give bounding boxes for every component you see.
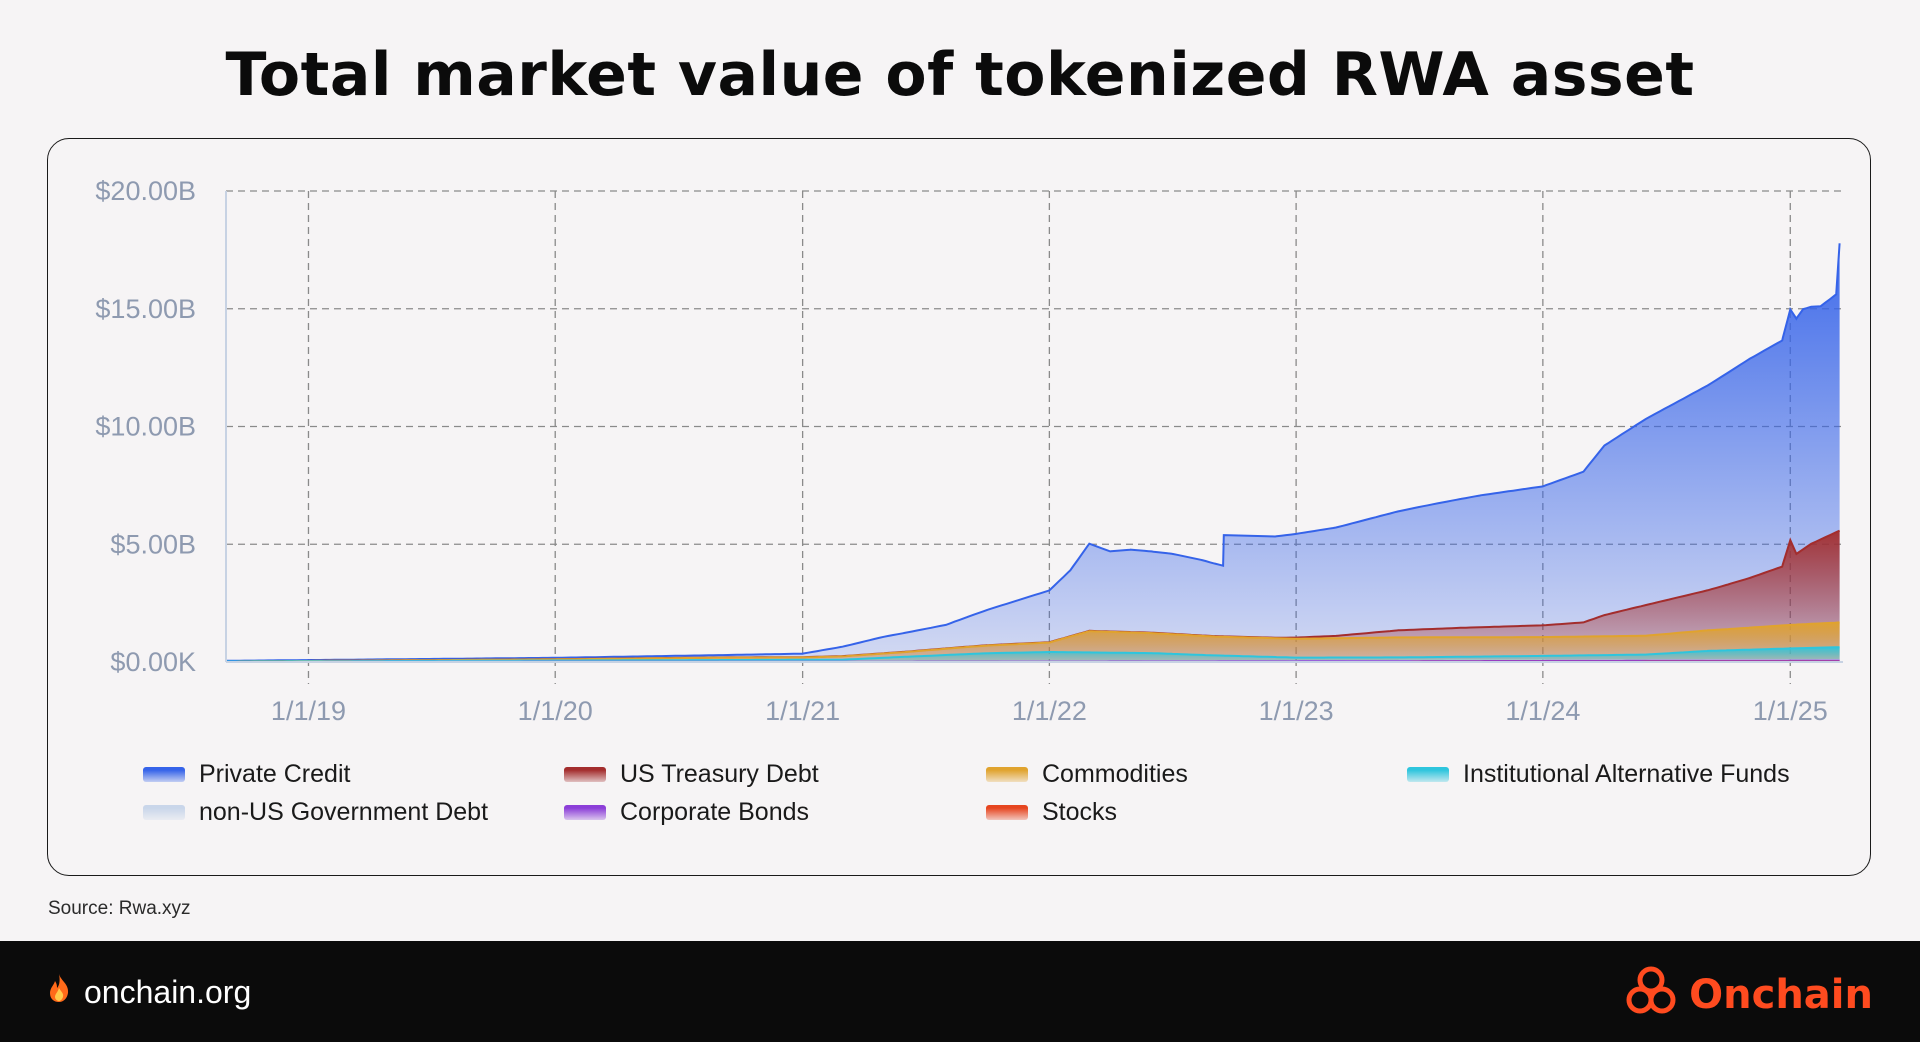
footer: onchain.org Onchain — [0, 941, 1920, 1042]
y-tick-label: $5.00B — [110, 529, 196, 559]
series-area — [226, 647, 1840, 662]
legend-item[interactable]: Private Credit — [143, 760, 350, 789]
series-area — [226, 243, 1840, 663]
legend-item[interactable]: Commodities — [986, 760, 1188, 789]
legend-label: Corporate Bonds — [620, 798, 810, 826]
legend-label: non-US Government Debt — [199, 798, 489, 826]
x-tick-label: 1/1/24 — [1505, 696, 1580, 726]
legend-label: Stocks — [1042, 798, 1118, 826]
legend-swatch — [986, 805, 1028, 820]
legend-label: Commodities — [1042, 760, 1188, 788]
onchain-logo-icon — [1623, 963, 1679, 1027]
footer-site-label: onchain.org — [84, 973, 252, 1010]
legend-swatch — [986, 767, 1028, 782]
source-note: Source: Rwa.xyz — [48, 898, 191, 919]
chart-plot: $0.00K $5.00B $10.00B $15.00B $20.00B 1/1/19 1… — [95, 176, 1843, 726]
series-area — [226, 622, 1840, 662]
legend-swatch — [564, 767, 606, 782]
y-tick-label: $0.00K — [110, 647, 196, 677]
x-tick-label: 1/1/21 — [765, 696, 840, 726]
chart-title: Total market value of tokenized RWA asse… — [225, 40, 1695, 110]
legend-label: US Treasury Debt — [620, 760, 819, 788]
axes: $0.00K $5.00B $10.00B $15.00B $20.00B 1/1/19 1… — [95, 176, 1843, 726]
x-tick-label: 1/1/23 — [1259, 696, 1334, 726]
y-tick-label: $15.00B — [95, 294, 196, 324]
footer-brand: Onchain — [1623, 963, 1873, 1027]
legend-item[interactable]: non-US Government Debt — [143, 798, 488, 827]
y-tick-label: $20.00B — [95, 176, 196, 206]
footer-site[interactable]: onchain.org — [48, 973, 251, 1011]
flame-icon — [48, 973, 70, 1011]
legend-item[interactable]: Institutional Alternative Funds — [1407, 760, 1790, 789]
legend-swatch — [564, 805, 606, 820]
series-line — [226, 243, 1841, 662]
series-line — [226, 646, 1840, 663]
x-tick-label: 1/1/25 — [1753, 696, 1828, 726]
y-tick-label: $10.00B — [95, 412, 196, 442]
footer-brand-label: Onchain — [1689, 972, 1873, 1018]
legend-swatch — [143, 767, 185, 782]
x-tick-label: 1/1/20 — [518, 696, 593, 726]
legend-swatch — [1407, 767, 1449, 782]
legend-item[interactable]: US Treasury Debt — [564, 760, 819, 789]
legend-label: Private Credit — [199, 760, 351, 788]
legend-swatch — [143, 805, 185, 820]
legend-label: Institutional Alternative Funds — [1463, 760, 1790, 788]
series-line — [226, 621, 1840, 663]
legend-item[interactable]: Stocks — [986, 798, 1117, 827]
x-tick-label: 1/1/22 — [1012, 696, 1087, 726]
legend-item[interactable]: Corporate Bonds — [564, 798, 809, 827]
x-tick-label: 1/1/19 — [271, 696, 346, 726]
series-areas — [226, 243, 1841, 663]
